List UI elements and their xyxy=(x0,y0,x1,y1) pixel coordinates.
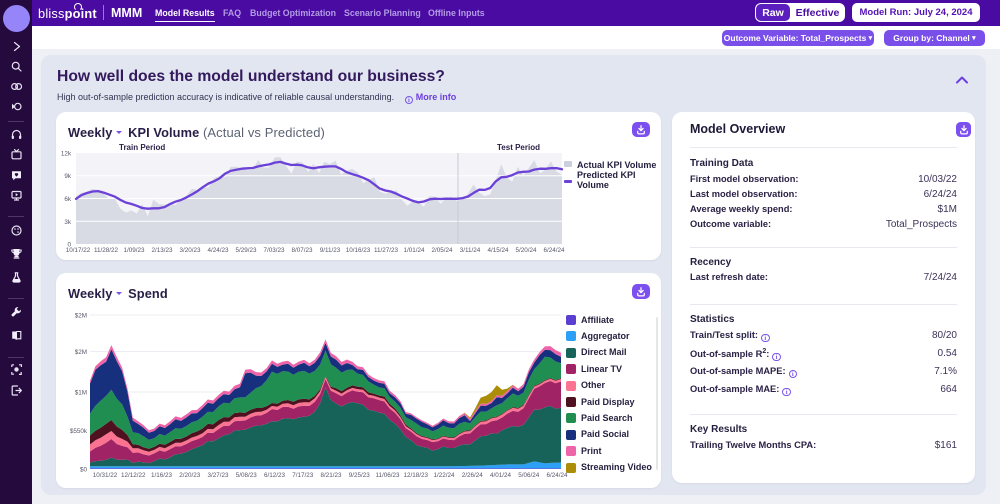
svg-text:12/12/22: 12/12/22 xyxy=(121,472,146,479)
svg-text:8/21/23: 8/21/23 xyxy=(320,472,342,479)
svg-text:11/27/23: 11/27/23 xyxy=(374,247,399,254)
svg-text:9k: 9k xyxy=(64,173,72,180)
svg-text:10/31/22: 10/31/22 xyxy=(93,472,118,479)
svg-text:12/18/23: 12/18/23 xyxy=(404,472,429,479)
svg-text:2/13/23: 2/13/23 xyxy=(151,247,173,254)
svg-text:2/20/23: 2/20/23 xyxy=(179,472,201,479)
svg-text:4/01/24: 4/01/24 xyxy=(490,472,512,479)
svg-text:11/28/22: 11/28/22 xyxy=(94,247,119,254)
svg-text:6/24/24: 6/24/24 xyxy=(546,472,568,479)
svg-text:2/26/24: 2/26/24 xyxy=(462,472,484,479)
svg-text:12k: 12k xyxy=(61,151,72,158)
svg-text:Train Period: Train Period xyxy=(119,143,165,152)
svg-text:3k: 3k xyxy=(64,219,72,226)
svg-text:6/24/24: 6/24/24 xyxy=(543,247,565,254)
svg-text:$2M: $2M xyxy=(75,313,87,320)
svg-text:3/11/24: 3/11/24 xyxy=(460,247,481,254)
svg-text:9/25/23: 9/25/23 xyxy=(349,472,371,479)
svg-text:4/24/23: 4/24/23 xyxy=(207,247,229,254)
svg-text:9/11/23: 9/11/23 xyxy=(320,247,341,254)
svg-text:Test Period: Test Period xyxy=(497,143,540,152)
svg-text:10/17/22: 10/17/22 xyxy=(66,247,91,254)
svg-text:5/20/24: 5/20/24 xyxy=(515,247,537,254)
svg-text:5/06/24: 5/06/24 xyxy=(518,472,540,479)
svg-text:5/29/23: 5/29/23 xyxy=(235,247,257,254)
svg-text:8/07/23: 8/07/23 xyxy=(291,247,313,254)
svg-text:7/17/23: 7/17/23 xyxy=(292,472,314,479)
svg-text:1/16/23: 1/16/23 xyxy=(151,472,173,479)
svg-text:1/22/24: 1/22/24 xyxy=(433,472,455,479)
svg-text:$1M: $1M xyxy=(75,390,87,397)
svg-text:10/16/23: 10/16/23 xyxy=(346,247,371,254)
svg-text:7/03/23: 7/03/23 xyxy=(263,247,285,254)
svg-text:4/15/24: 4/15/24 xyxy=(487,247,509,254)
svg-text:5/08/23: 5/08/23 xyxy=(236,472,258,479)
svg-text:3/20/23: 3/20/23 xyxy=(179,247,201,254)
svg-text:6/12/23: 6/12/23 xyxy=(264,472,286,479)
svg-text:$0: $0 xyxy=(80,467,88,474)
svg-text:11/06/23: 11/06/23 xyxy=(375,472,400,479)
svg-text:1/01/24: 1/01/24 xyxy=(403,247,425,254)
svg-text:$2M: $2M xyxy=(75,349,87,356)
svg-text:6k: 6k xyxy=(64,196,72,203)
svg-text:3/27/23: 3/27/23 xyxy=(207,472,229,479)
svg-text:2/05/24: 2/05/24 xyxy=(431,247,453,254)
svg-text:1/09/23: 1/09/23 xyxy=(123,247,145,254)
svg-text:0: 0 xyxy=(67,242,71,249)
svg-text:$550k: $550k xyxy=(70,428,88,435)
